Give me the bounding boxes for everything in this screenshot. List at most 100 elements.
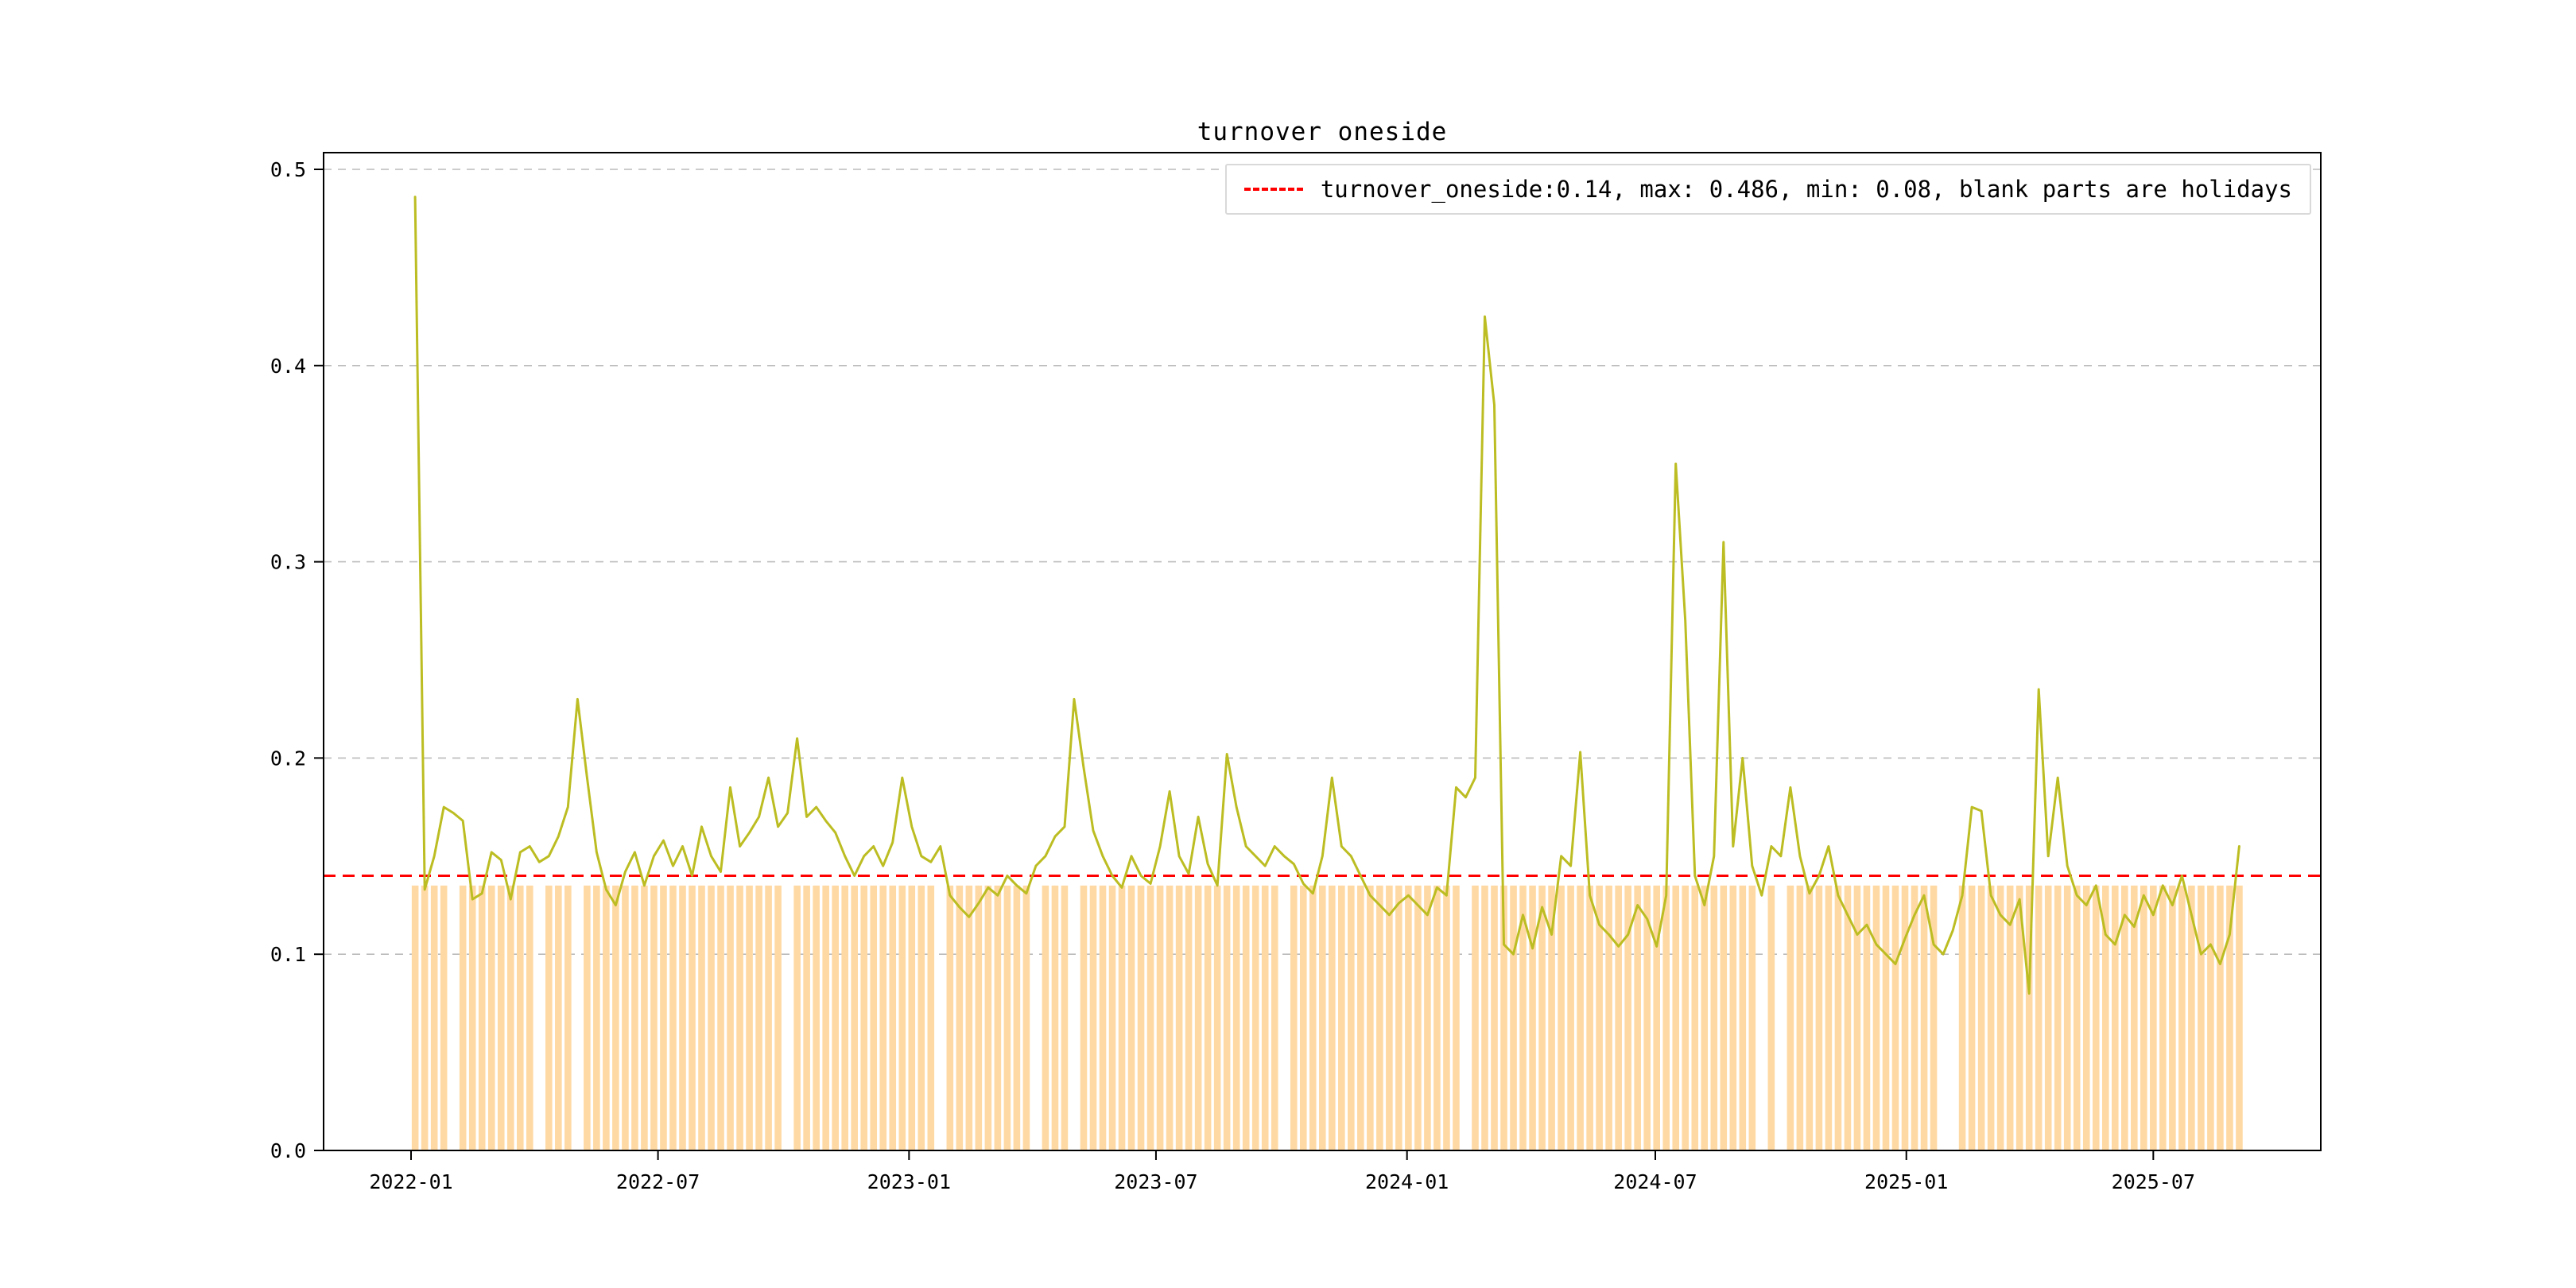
y-tick-label: 0.5 <box>270 158 306 181</box>
trading-day-bar <box>478 885 486 1150</box>
trading-day-bar <box>2207 885 2214 1150</box>
trading-day-bar <box>1901 885 1909 1150</box>
trading-day-bar <box>860 885 868 1150</box>
trading-day-bar <box>1118 885 1126 1150</box>
trading-day-bar <box>622 885 629 1150</box>
trading-day-bar <box>1348 885 1355 1150</box>
trading-day-bar <box>2006 885 2014 1150</box>
trading-day-bar <box>2101 885 2109 1150</box>
trading-day-bar <box>975 885 983 1150</box>
trading-day-bar <box>736 885 743 1150</box>
trading-day-bar <box>1290 885 1298 1150</box>
trading-day-bar <box>2169 885 2176 1150</box>
trading-day-bar <box>1271 885 1278 1150</box>
trading-day-bar <box>1748 885 1756 1150</box>
trading-day-bar <box>717 885 724 1150</box>
trading-day-bar <box>1787 885 1794 1150</box>
trading-day-bar <box>1424 885 1431 1150</box>
trading-day-bar <box>1510 885 1517 1150</box>
trading-day-bar <box>1567 885 1574 1150</box>
trading-day-bar <box>1481 885 1488 1150</box>
trading-day-bar <box>1080 885 1088 1150</box>
trading-day-bar <box>1003 885 1011 1150</box>
trading-day-bar <box>1166 885 1174 1150</box>
trading-day-bar <box>698 885 705 1150</box>
x-tick-label: 2023-01 <box>867 1170 951 1193</box>
trading-day-bar <box>2092 885 2100 1150</box>
trading-day-bar <box>1815 885 1823 1150</box>
x-tick-label: 2023-07 <box>1114 1170 1197 1193</box>
trading-day-bar <box>1529 885 1536 1150</box>
trading-day-bar <box>1825 885 1833 1150</box>
trading-day-bar <box>1767 885 1775 1150</box>
x-tick-label: 2025-01 <box>1864 1170 1948 1193</box>
trading-day-bar <box>1920 885 1928 1150</box>
trading-day-bar <box>1844 885 1852 1150</box>
trading-day-bar <box>1958 885 1966 1150</box>
trading-day-bar <box>679 885 686 1150</box>
trading-day-bar <box>1453 885 1460 1150</box>
trading-day-bar <box>803 885 810 1150</box>
trading-day-bar <box>2226 885 2233 1150</box>
trading-day-bar <box>1405 885 1412 1150</box>
trading-day-bar <box>1643 885 1651 1150</box>
trading-day-bar <box>2063 885 2071 1150</box>
trading-day-bar <box>870 885 878 1150</box>
trading-day-bar <box>1338 885 1345 1150</box>
trading-day-bar <box>641 885 648 1150</box>
dashed-line-icon <box>1243 188 1303 191</box>
axes-border <box>323 152 2322 1151</box>
trading-day-bar <box>593 885 600 1150</box>
trading-day-bar <box>516 885 524 1150</box>
trading-day-bar <box>1433 885 1441 1150</box>
trading-day-bar <box>603 885 610 1150</box>
x-tick-label: 2022-07 <box>616 1170 700 1193</box>
trading-day-bar <box>526 885 533 1150</box>
trading-day-bar <box>1099 885 1107 1150</box>
trading-day-bar <box>506 885 514 1150</box>
trading-day-bar <box>1175 885 1183 1150</box>
trading-day-bar <box>1146 885 1154 1150</box>
trading-day-bar <box>2236 885 2243 1150</box>
trading-day-bar <box>1223 885 1231 1150</box>
y-tick-label: 0.0 <box>270 1139 306 1162</box>
trading-day-bar <box>1491 885 1498 1150</box>
trading-day-bar <box>564 885 572 1150</box>
x-tick-label: 2022-01 <box>369 1170 452 1193</box>
trading-day-bar <box>2121 885 2128 1150</box>
trading-day-bar <box>822 885 829 1150</box>
trading-day-bar <box>1137 885 1145 1150</box>
trading-day-bar <box>1127 885 1135 1150</box>
trading-day-bar <box>1414 885 1422 1150</box>
trading-day-bar <box>956 885 964 1150</box>
trading-day-bar <box>1930 885 1938 1150</box>
trading-day-bar <box>1653 885 1660 1150</box>
trading-day-bar <box>2131 885 2138 1150</box>
trading-day-bar <box>1872 885 1880 1150</box>
trading-day-bar <box>1357 885 1364 1150</box>
trading-day-bar <box>2198 885 2205 1150</box>
trading-day-bar <box>1204 885 1212 1150</box>
trading-day-bar <box>851 885 858 1150</box>
trading-day-bar <box>1911 885 1918 1150</box>
y-tick-label: 0.1 <box>270 943 306 966</box>
trading-day-bar <box>1739 885 1747 1150</box>
trading-day-bar <box>755 885 762 1150</box>
trading-day-bar <box>2111 885 2119 1150</box>
x-tick-label: 2024-01 <box>1365 1170 1449 1193</box>
trading-day-bar <box>1299 885 1307 1150</box>
trading-day-bar <box>1853 885 1861 1150</box>
trading-day-bar <box>1051 885 1059 1150</box>
trading-day-bar <box>1089 885 1097 1150</box>
trading-day-bar <box>832 885 839 1150</box>
legend-label: turnover_oneside:0.14, max: 0.486, min: … <box>1320 176 2292 203</box>
trading-day-bar <box>1395 885 1402 1150</box>
trading-day-bar <box>660 885 667 1150</box>
trading-day-bar <box>1108 885 1116 1150</box>
trading-day-bar <box>1720 885 1728 1150</box>
trading-day-bar <box>1367 885 1374 1150</box>
trading-day-bar <box>1472 885 1479 1150</box>
trading-day-bar <box>2054 885 2062 1150</box>
trading-day-bar <box>468 885 476 1150</box>
trading-day-bar <box>984 885 992 1150</box>
